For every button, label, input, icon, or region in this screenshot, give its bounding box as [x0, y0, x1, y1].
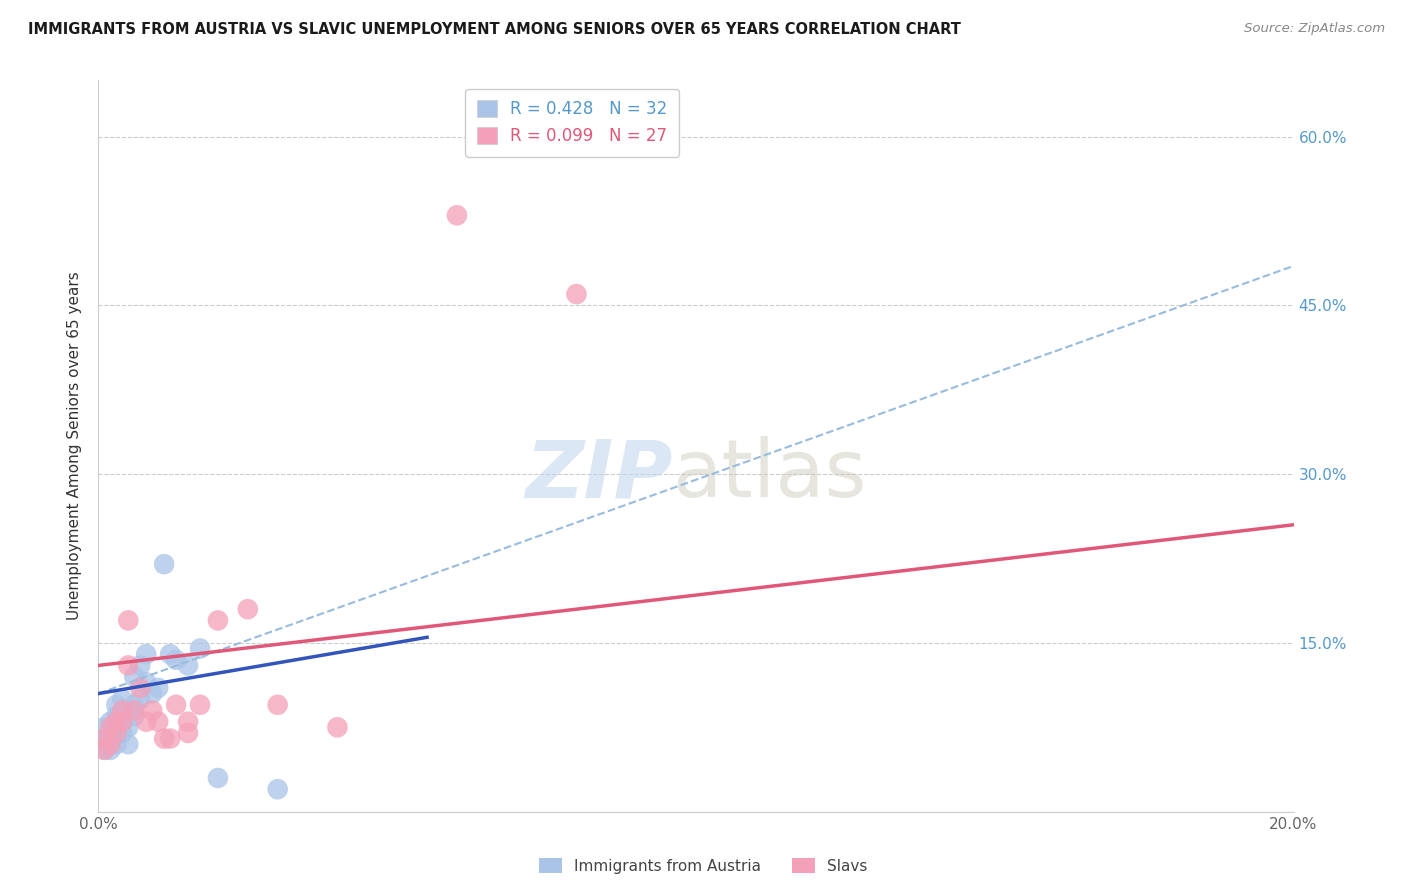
Point	[93, 731, 115, 746]
Point	[141, 703, 163, 717]
Point	[111, 714, 134, 729]
Point	[207, 614, 229, 628]
Point	[98, 731, 122, 746]
Point	[135, 647, 157, 661]
Point	[98, 720, 122, 734]
Point	[105, 720, 128, 734]
Point	[135, 675, 157, 690]
Point	[129, 692, 152, 706]
Point	[105, 726, 128, 740]
Text: IMMIGRANTS FROM AUSTRIA VS SLAVIC UNEMPLOYMENT AMONG SENIORS OVER 65 YEARS CORRE: IMMIGRANTS FROM AUSTRIA VS SLAVIC UNEMPL…	[28, 22, 960, 37]
Point	[159, 647, 181, 661]
Point	[98, 743, 122, 757]
Point	[93, 720, 115, 734]
Point	[105, 698, 128, 712]
Point	[124, 698, 146, 712]
Point	[177, 658, 200, 673]
Point	[111, 709, 134, 723]
Point	[129, 658, 152, 673]
Point	[148, 681, 170, 695]
Point	[124, 709, 146, 723]
Point	[111, 692, 134, 706]
Point	[165, 698, 187, 712]
Point	[117, 658, 139, 673]
Point	[153, 557, 176, 571]
Point	[93, 731, 115, 746]
Text: Source: ZipAtlas.com: Source: ZipAtlas.com	[1244, 22, 1385, 36]
Point	[93, 743, 115, 757]
Point	[117, 720, 139, 734]
Legend: Immigrants from Austria, Slavs: Immigrants from Austria, Slavs	[533, 852, 873, 880]
Point	[188, 641, 211, 656]
Point	[159, 731, 181, 746]
Point	[267, 698, 290, 712]
Point	[98, 714, 122, 729]
Point	[124, 670, 146, 684]
Point	[207, 771, 229, 785]
Point	[111, 726, 134, 740]
Point	[111, 703, 134, 717]
Point	[98, 737, 122, 751]
Point	[326, 720, 349, 734]
Point	[105, 714, 128, 729]
Point	[124, 703, 146, 717]
Text: ZIP: ZIP	[524, 436, 672, 515]
Point	[148, 714, 170, 729]
Legend: R = 0.428   N = 32, R = 0.099   N = 27: R = 0.428 N = 32, R = 0.099 N = 27	[465, 88, 679, 157]
Point	[117, 703, 139, 717]
Point	[117, 737, 139, 751]
Point	[188, 698, 211, 712]
Point	[135, 714, 157, 729]
Point	[153, 731, 176, 746]
Point	[105, 737, 128, 751]
Point	[129, 681, 152, 695]
Point	[105, 709, 128, 723]
Y-axis label: Unemployment Among Seniors over 65 years: Unemployment Among Seniors over 65 years	[66, 272, 82, 620]
Point	[267, 782, 290, 797]
Text: atlas: atlas	[672, 436, 866, 515]
Point	[141, 687, 163, 701]
Point	[165, 653, 187, 667]
Point	[177, 726, 200, 740]
Point	[177, 714, 200, 729]
Point	[236, 602, 259, 616]
Point	[446, 208, 468, 222]
Point	[565, 287, 588, 301]
Point	[117, 614, 139, 628]
Point	[93, 743, 115, 757]
